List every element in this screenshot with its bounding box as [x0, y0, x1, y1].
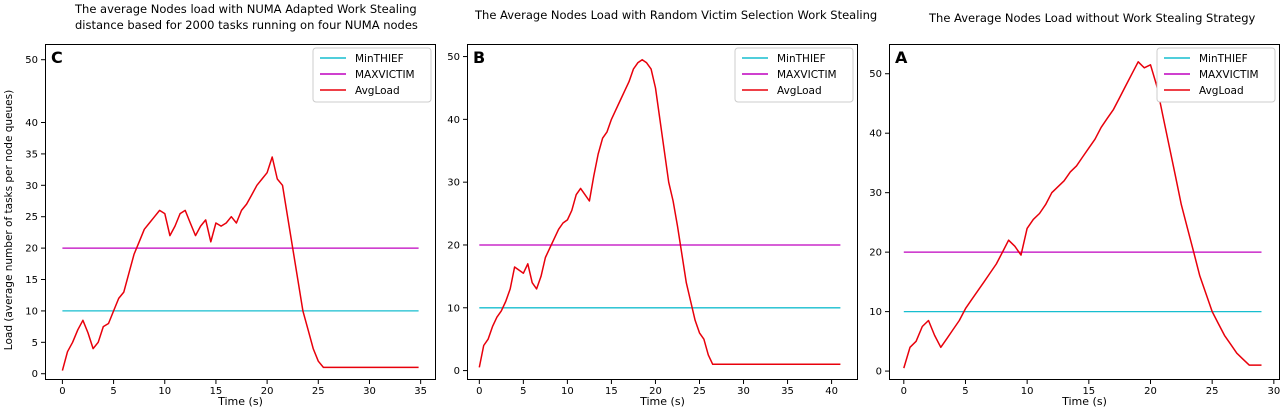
y-tick-label: 30 — [447, 178, 460, 189]
y-axis-label-c: Load (average number of tasks per node q… — [3, 90, 15, 350]
x-tick-label: 10 — [158, 386, 171, 397]
legend-label-minthief: MinTHIEF — [777, 53, 826, 65]
x-tick-label: 40 — [825, 386, 838, 397]
panel-letter-a: A — [895, 48, 908, 67]
x-tick-label: 15 — [210, 386, 223, 397]
y-tick-label: 5 — [32, 338, 38, 349]
y-tick-label: 10 — [447, 303, 460, 314]
y-tick-label: 50 — [25, 55, 38, 66]
legend-b: MinTHIEF MAXVICTIM AvgLoad — [734, 47, 854, 103]
x-tick-label: 15 — [605, 386, 618, 397]
x-tick-label: 35 — [781, 386, 794, 397]
panel-a-title-line-1: The Average Nodes Load without Work Stea… — [929, 11, 1256, 25]
panel-letter-b: B — [473, 48, 485, 67]
x-tick-label: 5 — [520, 386, 526, 397]
y-tick-label: 0 — [876, 367, 882, 378]
y-tick-label: 50 — [869, 69, 882, 80]
x-tick-label: 30 — [1267, 386, 1280, 397]
x-tick-label: 25 — [1206, 386, 1219, 397]
x-tick-label: 20 — [261, 386, 274, 397]
legend-label-maxvictim: MAXVICTIM — [777, 69, 837, 81]
x-tick-label: 0 — [901, 386, 907, 397]
y-tick-label: 30 — [869, 188, 882, 199]
y-tick-label: 20 — [447, 240, 460, 251]
y-tick-label: 0 — [454, 366, 460, 377]
x-tick-label: 5 — [110, 386, 116, 397]
panel-c-title-line-2: distance based for 2000 tasks running on… — [75, 18, 418, 32]
x-tick-label: 30 — [363, 386, 376, 397]
y-tick-label: 10 — [25, 306, 38, 317]
y-tick-label: 20 — [25, 244, 38, 255]
x-tick-label: 15 — [1082, 386, 1095, 397]
plot-frame-c — [45, 44, 436, 380]
legend-label-avgload: AvgLoad — [777, 85, 822, 97]
panel-letter-c: C — [51, 48, 63, 67]
legend-c: MinTHIEF MAXVICTIM AvgLoad — [312, 47, 432, 103]
y-tick-label: 15 — [25, 275, 38, 286]
y-tick-label: 35 — [25, 149, 38, 160]
y-tick-label: 40 — [25, 118, 38, 129]
legend-label-maxvictim: MAXVICTIM — [355, 69, 415, 81]
chart-panel-c: C 0 5 10 15 20 25 30 35 0 5 10 15 20 25 30 35 40 50 Time (s… — [3, 44, 436, 407]
series-avgload-line-c — [61, 156, 419, 371]
x-tick-label: 5 — [962, 386, 968, 397]
legend-label-minthief: MinTHIEF — [1199, 53, 1248, 65]
series-avgload-line-a — [903, 61, 1262, 369]
x-tick-label: 10 — [561, 386, 574, 397]
x-tick-label: 20 — [649, 386, 662, 397]
legend-label-minthief: MinTHIEF — [355, 53, 404, 65]
panel-c-title: The average Nodes load with NUMA Adapted… — [75, 1, 418, 33]
plot-frame-a — [889, 44, 1280, 380]
x-tick-label: 30 — [737, 386, 750, 397]
x-axis-label-c: Time (s) — [217, 395, 263, 407]
x-tick-label: 25 — [693, 386, 706, 397]
x-tick-label: 20 — [1144, 386, 1157, 397]
legend-label-maxvictim: MAXVICTIM — [1199, 69, 1259, 81]
x-tick-label: 0 — [476, 386, 482, 397]
legend-label-avgload: AvgLoad — [355, 85, 400, 97]
y-tick-label: 40 — [447, 115, 460, 126]
x-tick-label: 35 — [414, 386, 427, 397]
chart-panel-a: A 0 5 10 15 20 25 30 0 10 20 30 40 50 Time (s) MinTHIEF… — [869, 44, 1280, 407]
x-tick-label: 0 — [59, 386, 65, 397]
y-tick-label: 50 — [447, 52, 460, 63]
legend-box — [1156, 47, 1276, 103]
y-tick-label: 20 — [869, 248, 882, 259]
x-tick-label: 10 — [1021, 386, 1034, 397]
panel-b-title: The Average Nodes Load with Random Victi… — [475, 7, 877, 23]
panel-c-title-line-1: The average Nodes load with NUMA Adapted… — [75, 2, 417, 16]
y-tick-label: 0 — [32, 369, 38, 380]
panel-a-title: The Average Nodes Load without Work Stea… — [929, 10, 1255, 26]
chart-panel-b: B 0 5 10 15 20 25 30 35 40 0 10 20 30 40 50 Time (s) MinT… — [447, 44, 858, 407]
legend-label-avgload: AvgLoad — [1199, 85, 1244, 97]
plot-frame-b — [467, 44, 858, 380]
y-tick-label: 40 — [869, 129, 882, 140]
series-avgload-line-b — [478, 58, 841, 368]
x-axis-label-a: Time (s) — [1061, 395, 1107, 407]
panel-b-title-line-1: The Average Nodes Load with Random Victi… — [475, 8, 878, 22]
x-axis-label-b: Time (s) — [639, 395, 685, 407]
y-tick-label: 30 — [25, 181, 38, 192]
y-tick-label: 10 — [869, 307, 882, 318]
legend-box — [312, 47, 432, 103]
legend-box — [734, 47, 854, 103]
y-tick-label: 25 — [25, 212, 38, 223]
x-tick-label: 25 — [312, 386, 325, 397]
legend-a: MinTHIEF MAXVICTIM AvgLoad — [1156, 47, 1276, 103]
